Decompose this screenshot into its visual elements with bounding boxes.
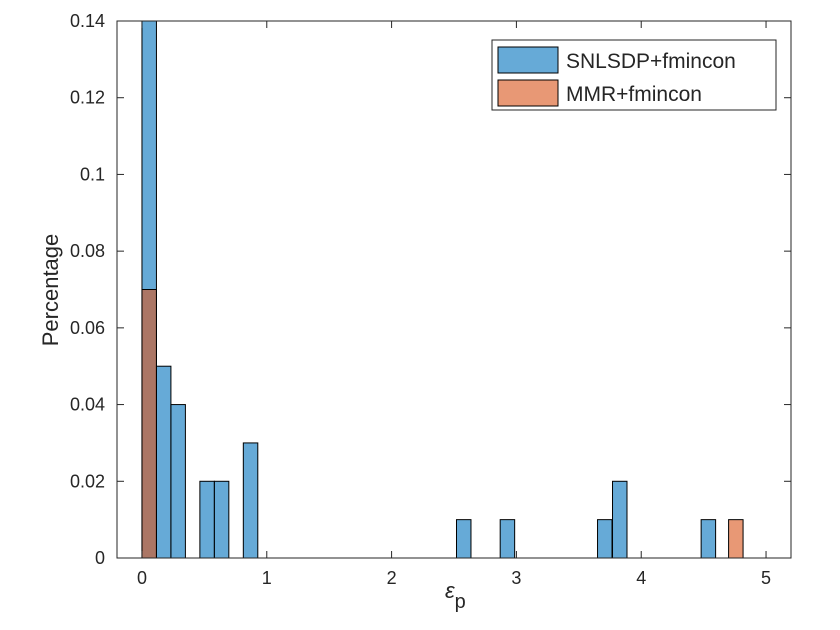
bar-series-0-bin-7 bbox=[499, 519, 516, 559]
x-tick-label: 5 bbox=[761, 568, 771, 588]
y-tick-label: 0.1 bbox=[80, 164, 105, 184]
bar-series-0-bin-4 bbox=[213, 480, 230, 559]
bar-series-0-bin-2 bbox=[170, 404, 186, 559]
bar-series-1-bin-1 bbox=[728, 519, 744, 559]
y-tick-label: 0.08 bbox=[70, 241, 105, 261]
y-tick-label: 0.04 bbox=[70, 395, 105, 415]
bar-series-0-bin-8 bbox=[597, 519, 613, 559]
y-tick-label: 0.02 bbox=[70, 471, 105, 491]
x-axis-label-subscript: p bbox=[455, 591, 466, 613]
bar-series-1-bin-0 bbox=[141, 289, 157, 559]
ticks-layer: 0 1 2 3 4 5 0 0.02 0.04 0.06 0.08 0.1 0.12 0.14 bbox=[70, 11, 791, 588]
y-tick-label: 0.14 bbox=[70, 11, 105, 31]
bar-series-0-bin-5 bbox=[242, 442, 259, 559]
bar-series-0-bin-3 bbox=[199, 480, 215, 559]
legend-swatch-0 bbox=[497, 46, 559, 74]
y-tick-label: 0.06 bbox=[70, 318, 105, 338]
legend: SNLSDP+fmincon MMR+fmincon bbox=[491, 39, 777, 111]
y-tick-label: 0 bbox=[95, 548, 105, 568]
axes-layer bbox=[116, 20, 792, 559]
legend-swatch-1 bbox=[497, 79, 559, 107]
bar-series-0-bin-6 bbox=[455, 519, 472, 559]
x-axis-label-symbol: ε bbox=[445, 578, 455, 603]
x-tick-label: 1 bbox=[262, 568, 272, 588]
legend-label-0: SNLSDP+fmincon bbox=[566, 50, 736, 73]
x-axis-label: εp bbox=[445, 578, 466, 613]
bar-series-0-bin-10 bbox=[700, 519, 717, 559]
y-axis-label: Percentage bbox=[38, 234, 63, 347]
bars-layer bbox=[141, 20, 744, 559]
bar-series-0-bin-1 bbox=[155, 365, 172, 559]
y-tick-label: 0.12 bbox=[70, 88, 105, 108]
x-tick-label: 4 bbox=[636, 568, 646, 588]
axes-box bbox=[116, 20, 792, 559]
bar-series-0-bin-9 bbox=[612, 480, 628, 559]
x-tick-label: 2 bbox=[387, 568, 397, 588]
x-tick-label: 3 bbox=[511, 568, 521, 588]
legend-label-1: MMR+fmincon bbox=[566, 83, 702, 106]
x-tick-label: 0 bbox=[137, 568, 147, 588]
